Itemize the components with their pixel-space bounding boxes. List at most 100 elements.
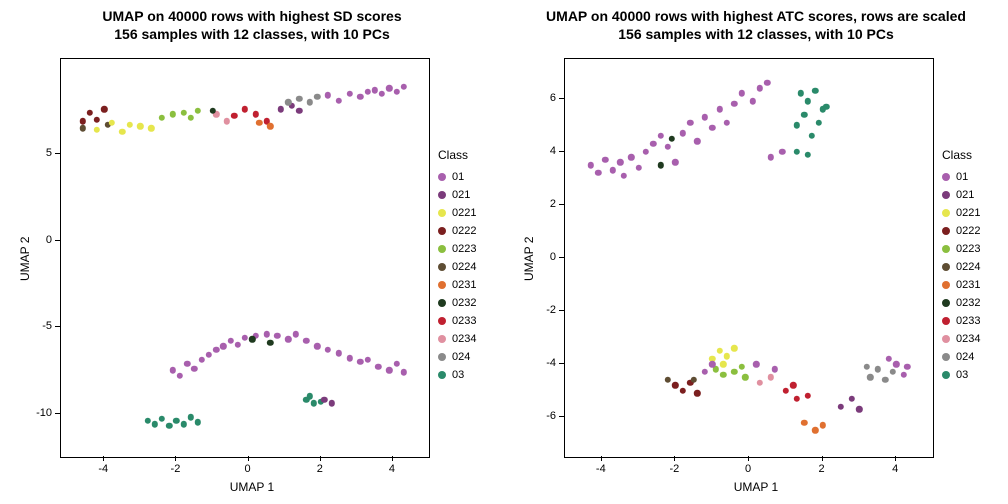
- legend-swatch: [942, 209, 950, 217]
- legend-label: 0234: [452, 333, 476, 345]
- scatter-point: [779, 149, 785, 155]
- scatter-point: [812, 88, 818, 94]
- x-tick-mark: [822, 456, 823, 461]
- legend-item: 0221: [438, 204, 476, 222]
- scatter-point: [621, 173, 627, 179]
- scatter-point: [757, 380, 763, 386]
- legend: Class01021022102220223022402310232023302…: [942, 148, 980, 384]
- scatter-point: [148, 125, 154, 131]
- legend-label: 01: [956, 171, 968, 183]
- scatter-point: [101, 106, 107, 112]
- legend: Class01021022102220223022402310232023302…: [438, 148, 476, 384]
- scatter-point: [768, 154, 774, 160]
- scatter-point: [206, 352, 212, 358]
- legend-label: 0223: [956, 243, 980, 255]
- scatter-point: [650, 141, 656, 147]
- y-tick-label: -5: [32, 320, 52, 332]
- title-line-1: UMAP on 40000 rows with highest ATC scor…: [504, 8, 1008, 26]
- scatter-point: [364, 357, 370, 363]
- scatter-point: [180, 421, 186, 427]
- y-tick-mark: [55, 413, 60, 414]
- x-tick-mark: [248, 456, 249, 461]
- y-tick-label: 2: [536, 198, 556, 210]
- scatter-point: [170, 367, 176, 373]
- scatter-point: [610, 167, 616, 173]
- plot-area: [564, 58, 934, 458]
- scatter-point: [687, 119, 693, 125]
- legend-swatch: [438, 281, 446, 289]
- scatter-point: [764, 80, 770, 86]
- legend-swatch: [942, 335, 950, 343]
- scatter-point: [292, 331, 298, 337]
- scatter-point: [87, 109, 93, 115]
- scatter-point: [296, 96, 302, 102]
- scatter-point: [783, 387, 789, 393]
- scatter-point: [738, 90, 744, 96]
- scatter-point: [882, 377, 888, 383]
- legend-item: 0233: [942, 312, 980, 330]
- legend-swatch: [438, 317, 446, 325]
- scatter-point: [231, 113, 237, 119]
- scatter-point: [357, 359, 363, 365]
- legend-swatch: [438, 191, 446, 199]
- x-tick-label: 4: [892, 463, 898, 475]
- scatter-point: [665, 143, 671, 149]
- x-tick-label: 4: [389, 463, 395, 475]
- legend-label: 0223: [452, 243, 476, 255]
- scatter-point: [321, 397, 327, 403]
- y-tick-mark: [55, 153, 60, 154]
- scatter-point: [805, 98, 811, 104]
- scatter-point: [274, 333, 280, 339]
- legend-label: 0232: [956, 297, 980, 309]
- scatter-point: [794, 122, 800, 128]
- legend-item: 03: [942, 366, 980, 384]
- scatter-point: [393, 360, 399, 366]
- scatter-point: [159, 115, 165, 121]
- scatter-point: [757, 85, 763, 91]
- legend-label: 0232: [452, 297, 476, 309]
- scatter-point: [173, 417, 179, 423]
- scatter-point: [296, 108, 302, 114]
- scatter-point: [749, 98, 755, 104]
- legend-swatch: [942, 227, 950, 235]
- scatter-point: [702, 114, 708, 120]
- scatter-point: [375, 364, 381, 370]
- legend-label: 03: [452, 369, 464, 381]
- scatter-point: [256, 120, 262, 126]
- scatter-point: [94, 116, 100, 122]
- y-tick-mark: [559, 98, 564, 99]
- legend-item: 01: [942, 168, 980, 186]
- scatter-point: [314, 343, 320, 349]
- scatter-point: [267, 340, 273, 346]
- legend-item: 021: [438, 186, 476, 204]
- scatter-point: [643, 149, 649, 155]
- scatter-point: [900, 372, 906, 378]
- legend-swatch: [942, 299, 950, 307]
- scatter-point: [263, 331, 269, 337]
- scatter-point: [364, 89, 370, 95]
- scatter-point: [336, 350, 342, 356]
- legend-item: 0231: [438, 276, 476, 294]
- scatter-point: [126, 122, 132, 128]
- legend-label: 0221: [956, 207, 980, 219]
- legend-item: 0232: [438, 294, 476, 312]
- scatter-point: [595, 170, 601, 176]
- scatter-point: [307, 393, 313, 399]
- x-tick-label: -4: [98, 463, 108, 475]
- scatter-point: [386, 85, 392, 91]
- legend-label: 024: [956, 351, 974, 363]
- legend-item: 0234: [438, 330, 476, 348]
- scatter-point: [657, 162, 663, 168]
- scatter-point: [310, 400, 316, 406]
- x-tick-label: 2: [819, 463, 825, 475]
- x-tick-label: -4: [596, 463, 606, 475]
- legend-item: 0231: [942, 276, 980, 294]
- legend-label: 01: [452, 171, 464, 183]
- scatter-point: [680, 387, 686, 393]
- scatter-point: [797, 90, 803, 96]
- scatter-point: [742, 374, 748, 380]
- scatter-point: [628, 154, 634, 160]
- scatter-point: [816, 119, 822, 125]
- legend-swatch: [438, 263, 446, 271]
- legend-item: 0222: [438, 222, 476, 240]
